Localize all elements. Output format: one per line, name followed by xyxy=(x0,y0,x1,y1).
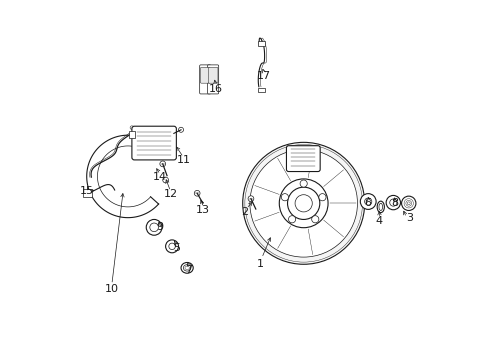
Circle shape xyxy=(401,196,415,211)
Circle shape xyxy=(288,156,292,159)
Text: 13: 13 xyxy=(196,206,210,216)
Circle shape xyxy=(168,243,175,249)
FancyBboxPatch shape xyxy=(199,65,210,94)
Text: 10: 10 xyxy=(104,284,119,294)
Circle shape xyxy=(294,195,312,212)
Circle shape xyxy=(130,126,133,130)
Circle shape xyxy=(364,198,371,205)
Text: 14: 14 xyxy=(153,172,167,182)
Circle shape xyxy=(146,220,162,235)
Circle shape xyxy=(247,196,253,202)
Circle shape xyxy=(160,161,165,167)
Circle shape xyxy=(149,223,158,231)
Ellipse shape xyxy=(183,265,190,271)
Circle shape xyxy=(165,240,178,253)
Text: 9: 9 xyxy=(156,222,163,231)
Circle shape xyxy=(287,187,319,220)
Text: 11: 11 xyxy=(176,155,190,165)
Ellipse shape xyxy=(184,266,189,270)
Circle shape xyxy=(158,137,165,145)
Circle shape xyxy=(311,154,319,161)
Circle shape xyxy=(360,194,375,210)
Circle shape xyxy=(286,154,293,161)
Text: 2: 2 xyxy=(241,207,247,217)
Text: 8: 8 xyxy=(391,198,398,208)
Text: 5: 5 xyxy=(173,243,180,253)
FancyBboxPatch shape xyxy=(207,65,218,94)
Bar xyxy=(258,88,265,92)
Text: 4: 4 xyxy=(375,216,382,226)
Ellipse shape xyxy=(181,262,193,273)
Circle shape xyxy=(194,190,200,196)
Circle shape xyxy=(311,216,318,223)
Bar xyxy=(129,131,135,138)
Bar xyxy=(258,41,265,45)
Text: 17: 17 xyxy=(257,71,271,81)
Circle shape xyxy=(178,127,183,132)
Circle shape xyxy=(288,216,295,223)
Circle shape xyxy=(281,194,288,201)
FancyBboxPatch shape xyxy=(208,67,218,83)
Circle shape xyxy=(318,194,325,201)
Bar xyxy=(83,189,92,197)
Circle shape xyxy=(155,134,169,148)
Text: 1: 1 xyxy=(257,259,264,269)
Text: 12: 12 xyxy=(163,189,178,199)
Text: 16: 16 xyxy=(208,84,223,94)
Circle shape xyxy=(313,156,317,159)
Circle shape xyxy=(139,134,153,148)
FancyBboxPatch shape xyxy=(200,67,210,83)
Circle shape xyxy=(142,137,150,145)
Circle shape xyxy=(163,177,168,183)
Text: 7: 7 xyxy=(185,265,192,275)
Ellipse shape xyxy=(376,201,384,213)
Text: 6: 6 xyxy=(364,198,371,208)
Circle shape xyxy=(389,199,396,206)
FancyBboxPatch shape xyxy=(132,126,176,160)
Text: 3: 3 xyxy=(405,213,412,222)
Text: 15: 15 xyxy=(80,186,94,197)
Circle shape xyxy=(300,180,306,187)
Ellipse shape xyxy=(378,203,382,211)
FancyBboxPatch shape xyxy=(286,146,320,171)
Circle shape xyxy=(249,149,357,257)
Circle shape xyxy=(386,195,400,210)
Circle shape xyxy=(279,179,327,228)
Circle shape xyxy=(242,142,364,264)
